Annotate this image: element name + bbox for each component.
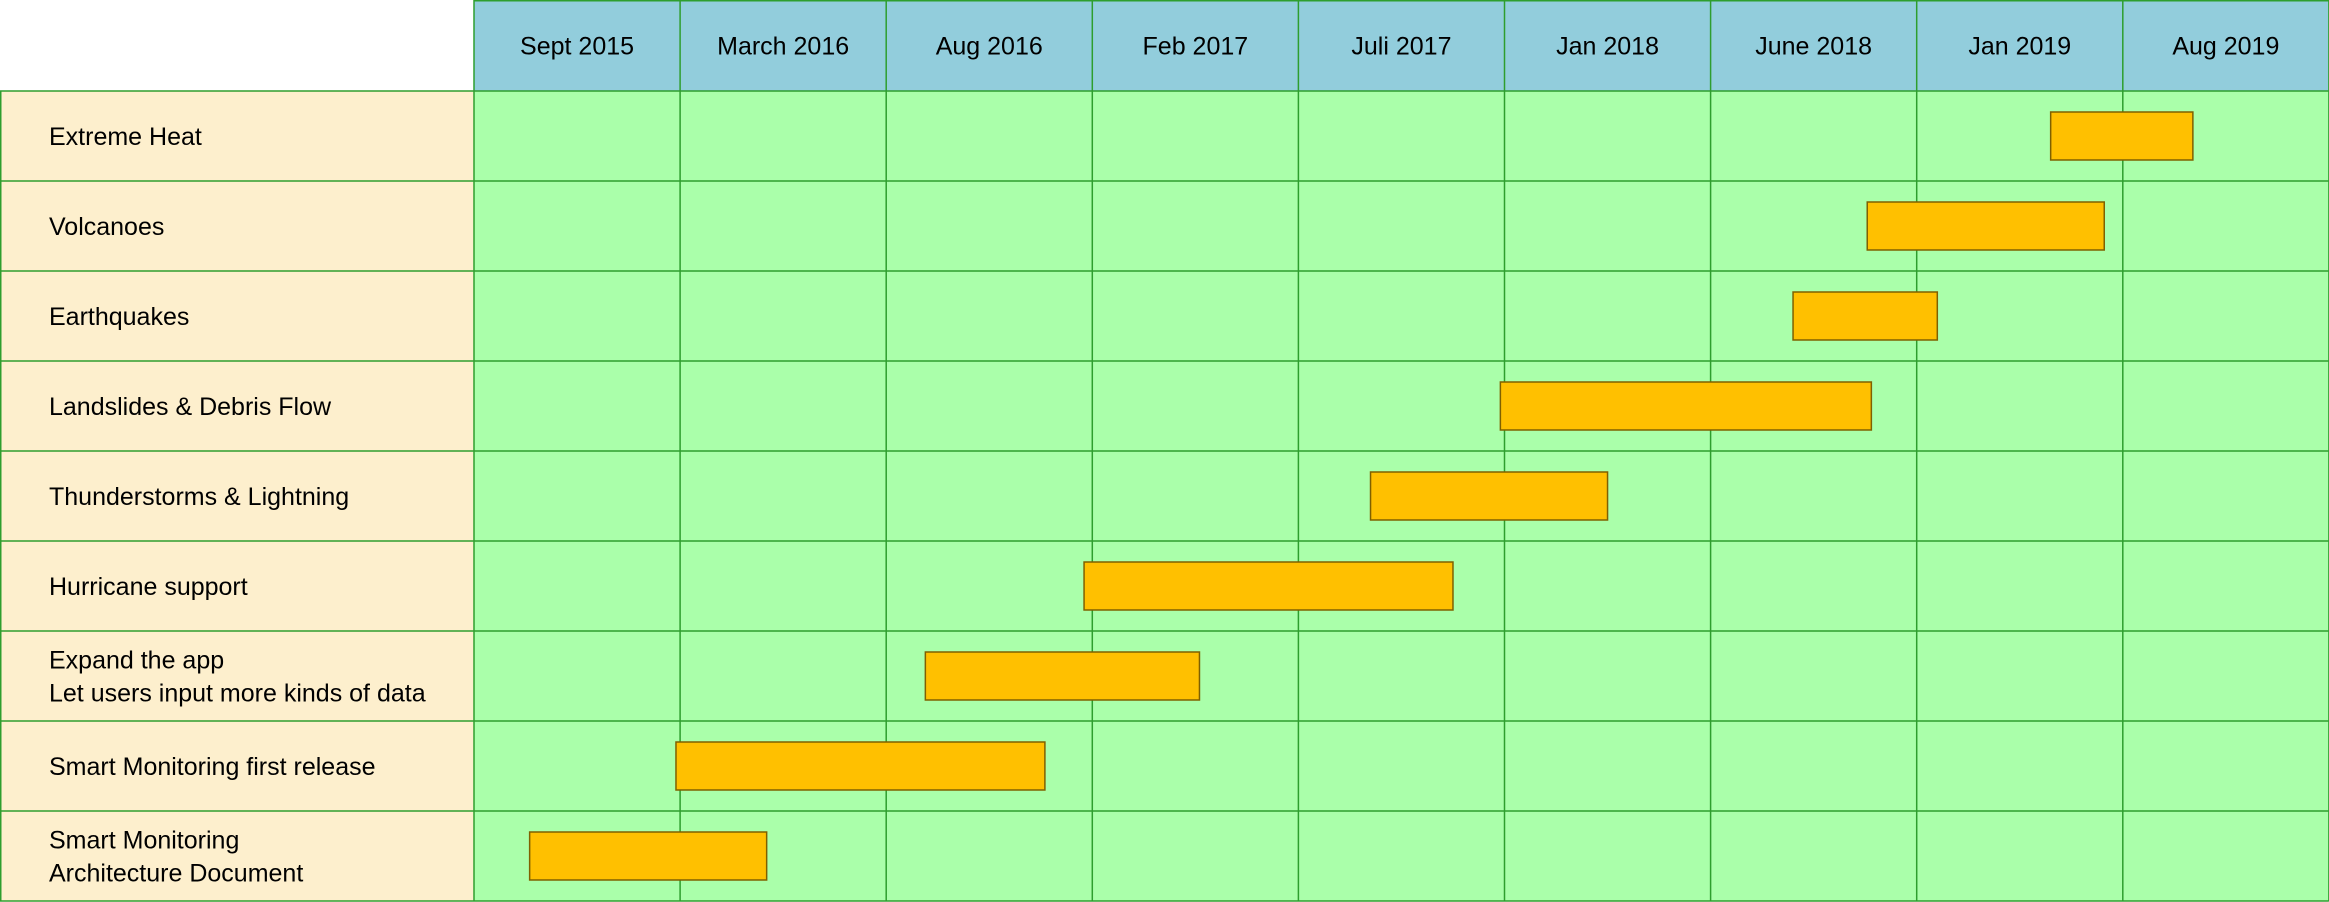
header-row: Sept 2015 March 2016 Aug 2016 Feb 2017 Juli … xyxy=(474,0,2329,91)
task-label: Expand the app xyxy=(49,647,224,675)
task-label: Smart Monitoring first release xyxy=(49,753,376,781)
column-header-label: Sept 2015 xyxy=(520,33,634,61)
task-label: Volcanoes xyxy=(49,213,164,241)
task-bar xyxy=(1866,201,2106,251)
task-label: Extreme Heat xyxy=(49,123,202,151)
task-label: Let users input more kinds of data xyxy=(49,680,426,708)
column-header-label: March 2016 xyxy=(717,33,849,61)
task-bar xyxy=(675,741,1046,791)
task-bar xyxy=(1792,291,1939,341)
label-column-background xyxy=(0,91,474,901)
task-label: Thunderstorms & Lightning xyxy=(49,483,349,511)
column-header-label: Jan 2018 xyxy=(1556,33,1659,61)
task-bars xyxy=(528,111,2194,881)
task-bar xyxy=(924,651,1201,701)
task-bar xyxy=(528,831,768,881)
task-label: Landslides & Debris Flow xyxy=(49,393,332,421)
column-header-label: Jan 2019 xyxy=(1968,33,2071,61)
task-label: Hurricane support xyxy=(49,573,248,601)
column-header-label: Feb 2017 xyxy=(1143,33,1249,61)
task-label: Architecture Document xyxy=(49,860,303,888)
header-background xyxy=(474,0,2329,91)
task-bar xyxy=(2049,111,2194,161)
task-label-column: Extreme Heat Volcanoes Earthquakes Landslid… xyxy=(0,91,474,901)
column-header-label: June 2018 xyxy=(1755,33,1872,61)
task-label: Smart Monitoring xyxy=(49,827,239,855)
column-header-label: Juli 2017 xyxy=(1351,33,1451,61)
task-label: Earthquakes xyxy=(49,303,189,331)
task-bar xyxy=(1369,471,1609,521)
column-header-label: Aug 2016 xyxy=(936,33,1043,61)
task-bar xyxy=(1499,381,1873,431)
column-header-label: Aug 2019 xyxy=(2172,33,2279,61)
task-bar xyxy=(1083,561,1454,611)
